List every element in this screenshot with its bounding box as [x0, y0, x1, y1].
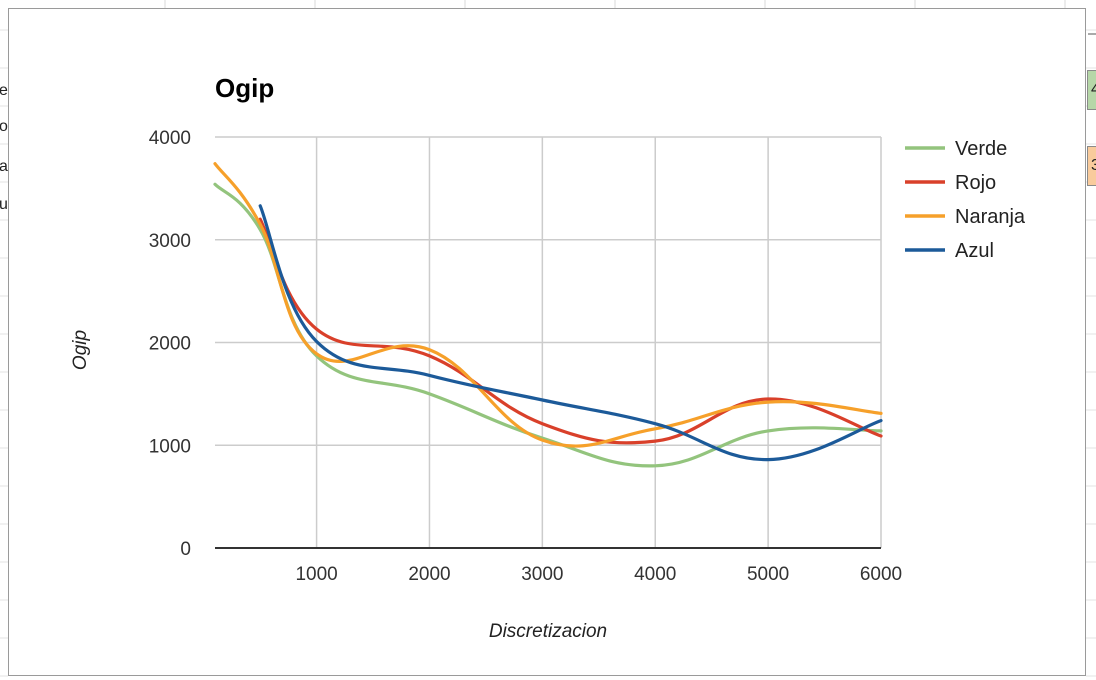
- x-tick-label: 4000: [634, 564, 676, 585]
- right-edge-cell[interactable]: 4: [1087, 70, 1096, 110]
- x-tick-label: 2000: [408, 564, 450, 585]
- series-line-rojo: [258, 217, 883, 445]
- y-tick-label: 1000: [149, 436, 191, 457]
- chart-panel[interactable]: Ogip 1000 2000 3000 4000 5000 6000 0 1000 2000 30…: [8, 8, 1086, 676]
- legend: Verde Rojo Naranja Azul: [905, 138, 1026, 262]
- left-edge-fragment: e: [0, 82, 8, 99]
- chart-title: Ogip: [215, 73, 274, 103]
- left-edge-fragment: o: [0, 118, 8, 135]
- x-tick-label: 5000: [747, 564, 789, 585]
- axes: 1000 2000 3000 4000 5000 6000 0 1000 2000 3000 400…: [149, 128, 902, 585]
- plot-area: [213, 162, 883, 468]
- x-axis-title: Discretizacion: [489, 621, 607, 642]
- line-chart: Ogip 1000 2000 3000 4000 5000 6000 0 1000 2000 30…: [70, 73, 1026, 642]
- left-edge-fragment: a: [0, 158, 8, 175]
- series-line-verde: [213, 182, 883, 468]
- series-line-azul: [258, 204, 883, 462]
- y-tick-label: 2000: [149, 334, 191, 355]
- x-tick-label: 3000: [521, 564, 563, 585]
- x-tick-label: 1000: [295, 564, 337, 585]
- series-line-naranja: [213, 162, 883, 448]
- legend-label: Azul: [955, 240, 994, 262]
- legend-label: Verde: [955, 138, 1007, 160]
- y-tick-label: 4000: [149, 128, 191, 149]
- gridlines: [215, 136, 882, 548]
- legend-label: Naranja: [955, 206, 1026, 228]
- left-edge-fragment: u: [0, 196, 8, 213]
- y-tick-label: 3000: [149, 231, 191, 252]
- y-tick-label: 0: [180, 539, 191, 560]
- right-edge-cell[interactable]: 3: [1087, 146, 1096, 186]
- legend-label: Rojo: [955, 172, 996, 194]
- x-tick-label: 6000: [860, 564, 902, 585]
- y-axis-title: Ogip: [70, 330, 91, 370]
